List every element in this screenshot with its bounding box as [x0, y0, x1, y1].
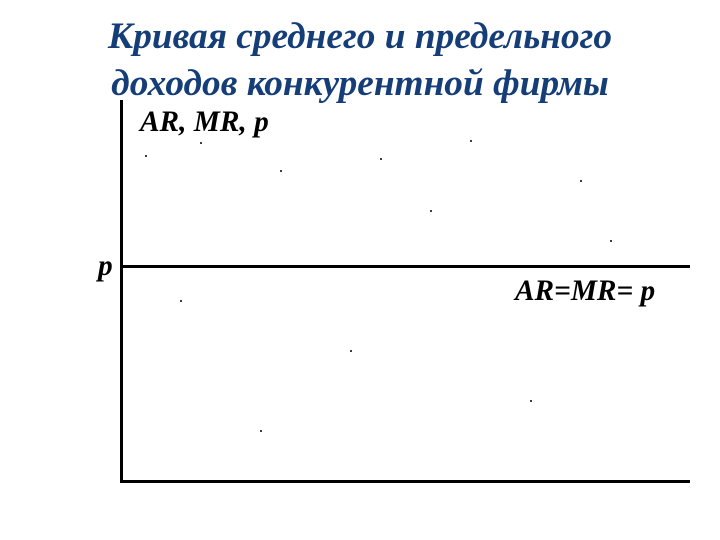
speck [350, 350, 352, 352]
speck [180, 300, 182, 302]
speck [380, 158, 382, 160]
speck [580, 180, 582, 182]
p-tick-label: p [98, 250, 113, 283]
speck [530, 400, 532, 402]
axis-top-label: AR, MR, p [140, 106, 269, 139]
chart-area: Средний, предельный доход и цена, ден. е… [50, 100, 700, 500]
speck [260, 430, 262, 432]
y-axis [120, 100, 123, 480]
speck [200, 142, 202, 144]
revenue-line [120, 265, 690, 268]
speck [145, 155, 147, 157]
speck [610, 240, 612, 242]
title-line1: Кривая среднего и предельного [108, 16, 612, 57]
equation-label: AR=MR= p [515, 275, 655, 308]
speck [280, 170, 282, 172]
speck [470, 140, 472, 142]
speck [430, 210, 432, 212]
title-line2: доходов конкурентной фирмы [111, 63, 609, 104]
x-axis [120, 480, 690, 483]
